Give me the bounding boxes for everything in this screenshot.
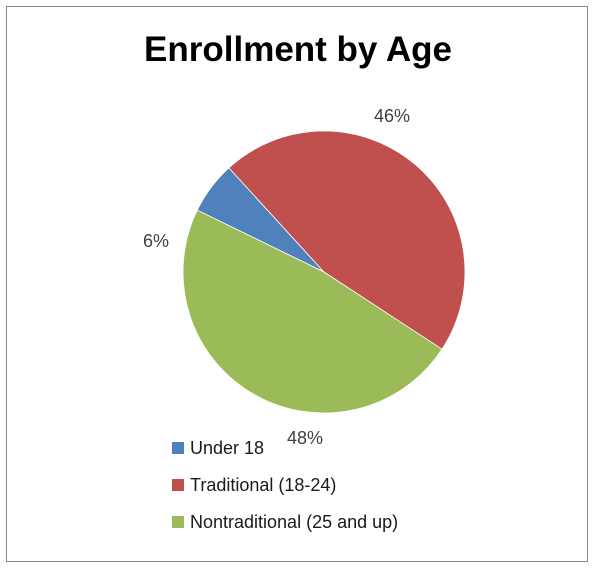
pie-slice-nontraditional (182, 209, 443, 414)
legend-item-under-18: Under 18 (172, 436, 398, 460)
data-label-under-18: 6% (143, 231, 169, 251)
pie-slice-traditional (228, 130, 466, 350)
legend-label-under-18: Under 18 (190, 437, 265, 458)
legend: Under 18 Traditional (18-24) Nontraditio… (172, 436, 398, 547)
legend-label-nontraditional: Nontraditional (25 and up) (190, 511, 399, 532)
data-label-traditional: 46% (374, 106, 410, 126)
legend-item-nontraditional: Nontraditional (25 and up) (172, 510, 398, 534)
legend-swatch-traditional (172, 479, 184, 491)
legend-swatch-under-18 (172, 442, 184, 454)
chart-title: Enrollment by Age (144, 30, 452, 69)
legend-label-traditional: Traditional (18-24) (190, 474, 337, 495)
data-label-nontraditional: 48% (287, 428, 323, 448)
legend-item-traditional: Traditional (18-24) (172, 473, 398, 497)
legend-swatch-nontraditional (172, 516, 184, 528)
